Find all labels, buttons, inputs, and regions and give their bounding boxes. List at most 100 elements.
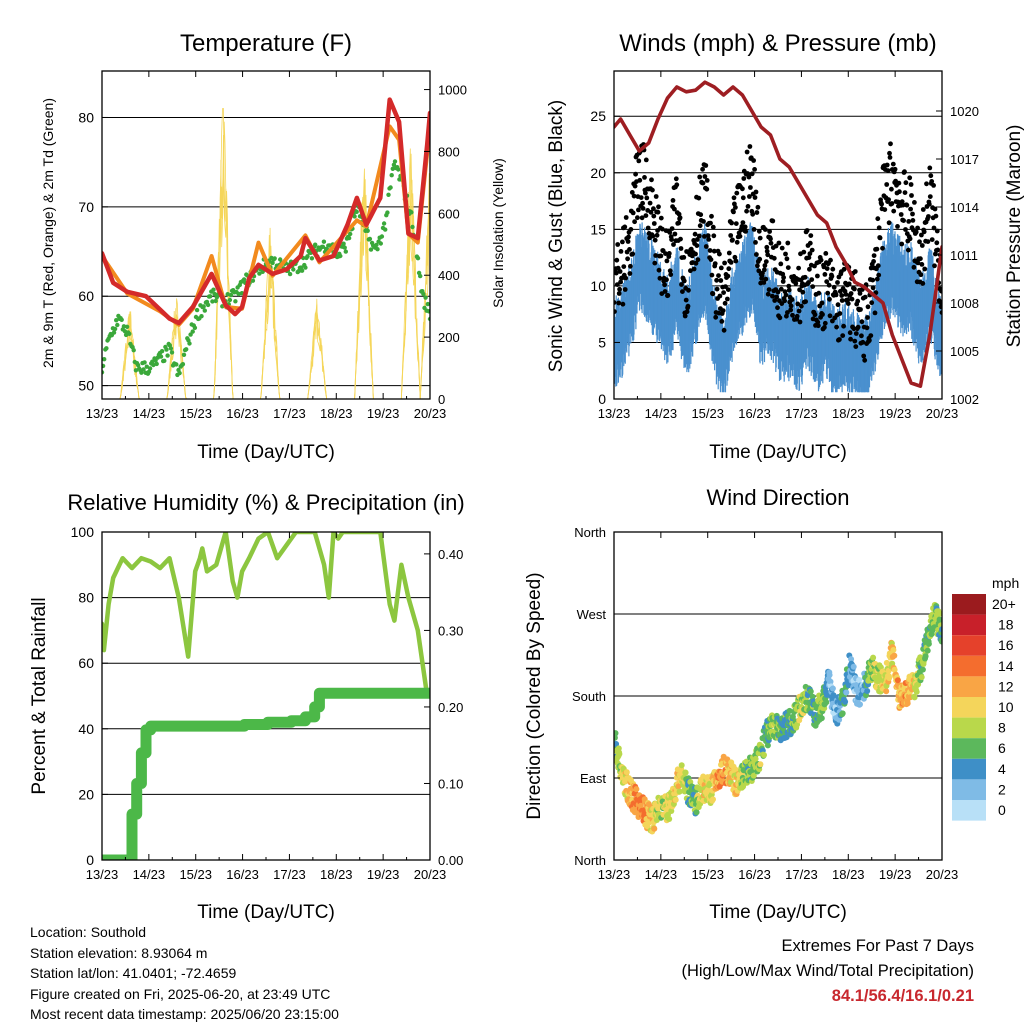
y-tick-label: North	[574, 525, 606, 540]
recent-timestamp: Most recent data timestamp: 2025/06/20 2…	[30, 1006, 339, 1022]
gust-point	[908, 206, 913, 212]
gust-point	[731, 209, 736, 215]
gust-point	[849, 296, 855, 302]
gust-point	[870, 285, 876, 291]
gust-point	[668, 272, 674, 277]
gust-point	[753, 240, 758, 245]
dewpoint-series-point	[139, 370, 144, 375]
gust-point	[874, 276, 880, 282]
gust-point	[742, 224, 748, 230]
dewpoint-series-point	[177, 370, 182, 376]
gust-point	[756, 228, 762, 234]
gust-point	[722, 300, 728, 306]
gust-point	[822, 325, 827, 330]
dewpoint-series-point	[133, 368, 139, 373]
x-tick-label: 20/23	[926, 867, 959, 882]
gust-point	[892, 166, 898, 172]
gust-point	[726, 266, 732, 272]
legend-swatch	[952, 655, 986, 677]
y-tick-label: 1011	[950, 248, 978, 263]
dewpoint-series-point	[225, 292, 230, 297]
y-tick-label: 800	[438, 144, 460, 159]
gust-point	[886, 197, 891, 203]
gust-point	[927, 165, 933, 171]
direction-point	[913, 688, 920, 695]
gust-point	[733, 221, 739, 227]
gust-point	[678, 246, 684, 251]
gust-point	[831, 284, 837, 290]
dewpoint-series-point	[124, 324, 130, 329]
gust-point	[782, 298, 787, 304]
dewpoint-series-point	[378, 241, 383, 246]
legend-label: 10	[998, 699, 1014, 715]
gust-point	[875, 216, 881, 222]
legend-label: 4	[998, 761, 1006, 777]
gust-point	[710, 291, 716, 297]
gust-point	[723, 284, 728, 289]
gust-point	[616, 291, 622, 296]
gust-point	[860, 339, 866, 345]
gust-point	[880, 245, 885, 251]
x-tick-label: 18/23	[320, 867, 353, 882]
gust-point	[835, 280, 840, 285]
gust-point	[717, 293, 723, 299]
gust-point	[934, 240, 940, 246]
gust-point	[786, 287, 792, 293]
gust-point	[647, 200, 653, 206]
y-tick-label: 0	[438, 392, 445, 407]
gust-point	[913, 229, 919, 235]
dewpoint-series-point	[168, 346, 174, 351]
gust-point	[716, 273, 721, 278]
direction-title: Wind Direction	[706, 485, 849, 510]
gust-point	[925, 239, 931, 245]
gust-point	[853, 344, 859, 349]
gust-point	[752, 167, 757, 172]
x-tick-label: 19/23	[367, 406, 400, 421]
gust-point	[918, 256, 923, 262]
y-tick-label: 600	[438, 206, 460, 221]
gust-point	[788, 303, 794, 309]
gust-point	[852, 338, 858, 344]
gust-point	[855, 324, 861, 330]
direction-point	[936, 610, 942, 617]
dewpoint-series-point	[426, 309, 430, 314]
gust-point	[763, 259, 769, 264]
dewpoint-series-point	[352, 214, 357, 219]
gust-point	[824, 266, 830, 271]
gust-point	[835, 302, 841, 308]
gust-point	[630, 251, 636, 257]
gust-point	[618, 249, 624, 254]
gust-point	[911, 264, 917, 270]
gust-point	[623, 215, 629, 220]
gust-point	[757, 256, 763, 262]
temperature-xlabel: Time (Day/UTC)	[197, 442, 335, 463]
dewpoint-series-point	[342, 245, 347, 250]
gust-point	[730, 237, 735, 243]
gust-point	[915, 225, 920, 231]
gust-point	[731, 195, 737, 201]
direction-point	[839, 710, 846, 717]
direction-point	[883, 688, 890, 695]
direction-point	[678, 762, 685, 769]
winds-ylabel-right: Station Pressure (Maroon)	[1004, 125, 1024, 348]
gust-point	[775, 289, 781, 295]
gust-point	[713, 314, 719, 320]
direction-point	[672, 796, 679, 803]
y-tick-label: South	[572, 689, 606, 704]
winds-plot-area: 13/23 14/23 15/23 16/23 17/23 18/23 19/23 20/23…	[590, 70, 979, 421]
gust-point	[633, 171, 638, 177]
x-tick-label: 16/23	[226, 406, 259, 421]
gust-point	[926, 201, 932, 207]
humidity-title: Relative Humidity (%) & Precipitation (i…	[67, 490, 464, 515]
gust-point	[933, 213, 939, 219]
direction-ylabel-left: Direction (Colored By Speed)	[524, 572, 545, 819]
gust-point	[643, 157, 649, 163]
gust-point	[762, 227, 768, 232]
gust-point	[882, 207, 888, 213]
gust-point	[685, 303, 691, 309]
x-tick-label: 18/23	[832, 867, 865, 882]
gust-point	[771, 255, 777, 261]
direction-point	[924, 647, 931, 654]
x-tick-label: 19/23	[879, 406, 912, 421]
gust-point	[650, 187, 655, 193]
